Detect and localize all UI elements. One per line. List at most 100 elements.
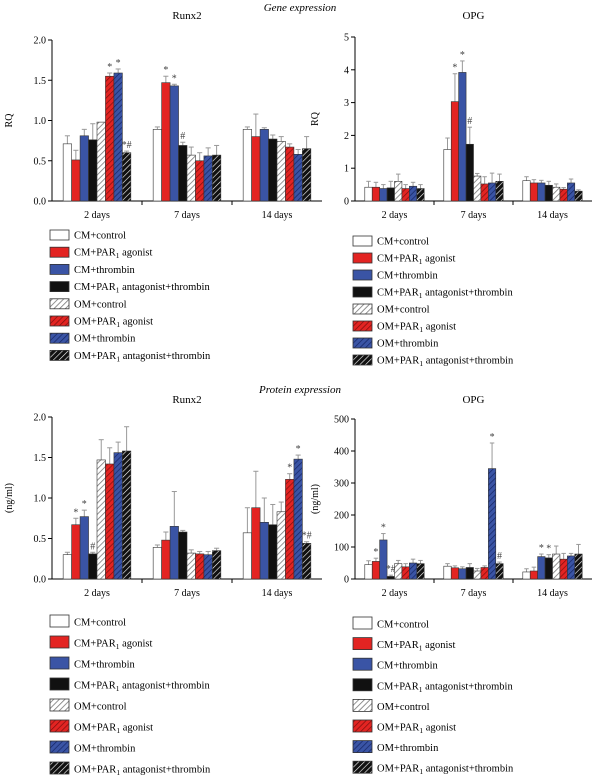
legend-swatch: [49, 761, 70, 775]
bar: [559, 188, 568, 202]
y-tick-label: 0: [344, 197, 349, 208]
bar: [371, 561, 380, 580]
y-axis-label: RQ: [4, 113, 15, 128]
x-tick-label: 7 days: [174, 210, 200, 221]
legend-swatch: [49, 677, 70, 691]
significance-label: *: [172, 73, 177, 84]
bar: [152, 547, 162, 580]
bar: [409, 562, 418, 580]
bar: [242, 129, 252, 202]
legend-label: OM+PAR1 antagonist+thrombin: [377, 356, 514, 369]
legend-swatch: [49, 246, 70, 258]
bar: [522, 180, 531, 202]
legend-swatch: [352, 678, 373, 692]
x-tick-label: 7 days: [174, 588, 200, 599]
bar: [416, 188, 425, 202]
bar: [495, 563, 504, 580]
significance-label: *: [373, 547, 378, 558]
legend-label: CM+PAR1 antagonist+thrombin: [74, 282, 210, 295]
bar: [259, 129, 269, 202]
legend-swatch: [352, 286, 373, 298]
legend-3: CM+control CM+PAR1 agonist CM+thrombin CM+P…: [352, 616, 514, 777]
bar: [96, 459, 106, 580]
bar: [302, 543, 312, 580]
legend-label: CM+thrombin: [377, 271, 439, 282]
bar: [195, 553, 205, 580]
legend-label: CM+thrombin: [74, 265, 136, 276]
legend-label: CM+PAR1 antagonist+thrombin: [377, 681, 513, 694]
legend-2: CM+control CM+PAR1 agonist CM+thrombin CM+P…: [49, 614, 211, 778]
legend-label: OM+PAR1 antagonist+thrombin: [74, 351, 211, 364]
bar: [105, 75, 115, 202]
x-tick-label: 14 days: [262, 588, 293, 599]
bar: [495, 181, 504, 202]
bar: [285, 146, 295, 202]
y-tick-label: 0.5: [34, 156, 47, 167]
legend-swatch: [352, 252, 373, 264]
legend-swatch: [352, 637, 373, 650]
y-axis-label: (ng/ml): [310, 484, 321, 514]
legend-label: OM+thrombin: [377, 339, 439, 350]
bar: [386, 187, 395, 202]
legend-swatch: [352, 320, 373, 332]
x-tick-label: 2 days: [84, 210, 110, 221]
bar: [276, 141, 286, 202]
x-tick-label: 2 days: [382, 588, 408, 599]
bar: [113, 72, 123, 202]
chart-title: OPG: [462, 394, 484, 406]
significance-label: #: [497, 551, 502, 562]
legend-swatch: [352, 657, 373, 671]
bar: [195, 160, 205, 202]
bar: [458, 568, 467, 580]
y-tick-label: 0.0: [34, 575, 47, 586]
bar: [386, 576, 395, 580]
legend-swatch: [352, 303, 373, 315]
bar: [544, 557, 553, 580]
legend-swatch: [49, 719, 70, 733]
x-tick-label: 14 days: [537, 210, 568, 221]
significance-label: *: [287, 463, 292, 474]
legend-1: CM+control CM+PAR1 agonist CM+thrombin CM+P…: [352, 235, 514, 369]
legend-swatch: [49, 349, 70, 361]
legend-swatch: [352, 616, 373, 630]
bar: [450, 101, 459, 202]
bar: [186, 552, 196, 580]
legend-label: OM+PAR1 antagonist+thrombin: [74, 765, 211, 778]
bar: [251, 136, 261, 202]
bar: [529, 570, 538, 580]
bar: [186, 154, 196, 202]
bar: [379, 188, 388, 202]
bar: [480, 183, 489, 202]
x-tick-label: 7 days: [461, 588, 487, 599]
y-tick-label: 1.0: [34, 116, 47, 127]
significance-label: *: [460, 50, 465, 61]
bar: [394, 181, 403, 202]
bar: [169, 526, 179, 580]
y-tick-label: 1: [344, 164, 349, 175]
significance-label: *: [116, 58, 121, 69]
y-tick-label: 1.5: [34, 453, 47, 464]
y-axis-label: (ng/ml): [4, 483, 15, 513]
significance-label: *#: [302, 531, 312, 542]
bar: [71, 159, 81, 202]
legend-swatch: [352, 740, 373, 753]
bar: [285, 479, 295, 580]
legend-label: OM+control: [377, 702, 430, 713]
y-tick-label: 5: [344, 33, 349, 44]
y-tick-label: 4: [344, 65, 349, 76]
bar: [88, 139, 98, 202]
y-tick-label: 3: [344, 98, 349, 109]
bar: [105, 463, 115, 580]
legend-0: CM+control CM+PAR1 agonist CM+thrombin CM+P…: [49, 229, 211, 364]
bar: [552, 553, 561, 580]
bar: [79, 516, 89, 580]
legend-label: OM+PAR1 antagonist+thrombin: [377, 764, 514, 777]
legend-swatch: [49, 698, 70, 712]
x-tick-label: 14 days: [537, 588, 568, 599]
bar: [488, 468, 497, 580]
bar: [465, 567, 474, 580]
bar: [567, 555, 576, 580]
bar: [268, 524, 278, 580]
legend-swatch: [49, 332, 70, 344]
